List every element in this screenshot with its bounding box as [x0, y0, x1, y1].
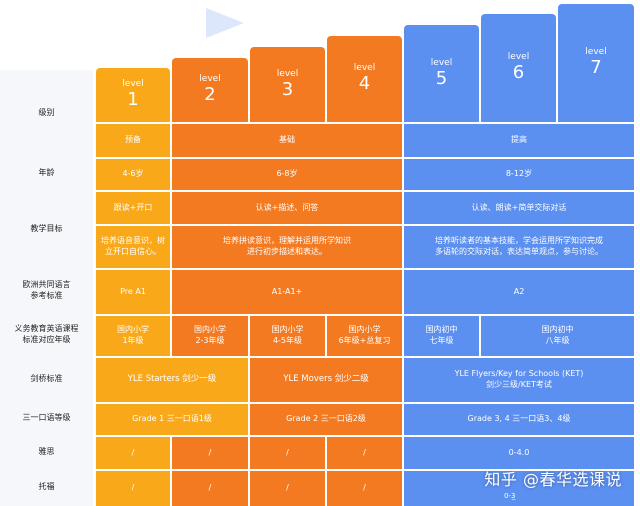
toefl-level-2: /: [172, 471, 248, 506]
curriculum-level-1: 国内小学 1年级: [96, 316, 170, 356]
toefl-level-1: /: [96, 471, 170, 506]
level-word: level: [199, 74, 221, 85]
row-label-toefl: 托福: [0, 469, 93, 506]
level-1-header: level 1: [96, 68, 170, 122]
curriculum-level-3: 国内小学 4-5年级: [250, 316, 325, 356]
stage-basic: 基础: [172, 124, 402, 157]
toefl-blue-value: 0-3̲: [504, 492, 516, 500]
level-word: level: [276, 68, 299, 79]
ielts-level-2: /: [172, 437, 248, 469]
age-yellow: 4-6岁: [96, 159, 170, 190]
cefr-orange: A1-A1+: [172, 270, 402, 314]
level-4-header: level 4: [327, 36, 402, 122]
curriculum-level-4: 国内小学 6年级+总复习: [327, 316, 402, 356]
level-number: 4: [358, 73, 371, 95]
level-5-header: level 5: [404, 25, 479, 122]
level-number: 3: [281, 78, 294, 100]
curriculum-level-6-7: 国内初中 八年级: [481, 316, 634, 356]
toefl-blue: [404, 471, 634, 506]
age-blue: 8-12岁: [404, 159, 634, 190]
row-label-curriculum: 义务教育英语课程 标准对应年级: [0, 314, 93, 356]
ielts-level-1: /: [96, 437, 170, 469]
level-word: level: [585, 47, 607, 58]
goal-top-blue: 认读、朗读+简单交际对话: [404, 192, 634, 224]
level-3-header: level 3: [250, 47, 325, 122]
row-label-level: 级别: [0, 70, 93, 157]
ielts-level-4: /: [327, 437, 402, 469]
trinity-yellow: Grade 1 三一口语1级: [96, 404, 248, 435]
level-word: level: [353, 63, 376, 74]
row-label-ielts: 雅思: [0, 435, 93, 469]
row-label-cambridge: 剑桥标准: [0, 356, 93, 402]
cefr-blue: A2: [404, 270, 634, 314]
cambridge-yellow: YLE Starters 剑少一级: [96, 358, 248, 402]
cambridge-orange: YLE Movers 剑少二级: [250, 358, 402, 402]
level-word: level: [122, 79, 144, 90]
stage-prep: 预备: [96, 124, 170, 157]
goal-bottom-blue: 培养听读者的基本技能，学会运用所学知识完成 多语轮的交际对话，表达简单观点，参与…: [404, 226, 634, 268]
level-6-header: level 6: [481, 14, 556, 122]
play-icon: [206, 8, 244, 38]
cambridge-blue: YLE Flyers/Key for Schools (KET) 剑少三级/KE…: [404, 358, 634, 402]
level-number: 2: [204, 84, 216, 106]
level-number: 5: [435, 67, 448, 89]
level-word: level: [507, 52, 530, 63]
row-label-cefr: 欧洲共同语言 参考标准: [0, 268, 93, 314]
toefl-level-3: /: [250, 471, 325, 506]
level-word: level: [430, 57, 453, 68]
level-number: 1: [127, 89, 139, 111]
cefr-yellow: Pre A1: [96, 270, 170, 314]
row-label-goal: 教学目标: [0, 190, 93, 268]
goal-bottom-orange: 培养拼读意识，理解并运用所学知识 进行初步描述和表达。: [172, 226, 402, 268]
level-number: 7: [590, 57, 602, 79]
trinity-orange: Grade 2 三一口语2级: [250, 404, 402, 435]
ielts-blue: 0-4.0: [404, 437, 634, 469]
stage-advanced: 提高: [404, 124, 634, 157]
row-label-trinity: 三一口语等级: [0, 402, 93, 435]
goal-top-orange: 认读+描述、问答: [172, 192, 402, 224]
ielts-level-3: /: [250, 437, 325, 469]
curriculum-level-5: 国内初中 七年级: [404, 316, 479, 356]
level-7-header: level 7: [558, 4, 634, 122]
goal-bottom-yellow: 培养语音意识，树 立开口自信心。: [96, 226, 170, 268]
row-label-age: 年龄: [0, 157, 93, 190]
watermark: 知乎 @春华选课说: [484, 470, 622, 489]
toefl-level-4: /: [327, 471, 402, 506]
age-orange: 6-8岁: [172, 159, 402, 190]
level-2-header: level 2: [172, 58, 248, 122]
level-number: 6: [512, 62, 525, 84]
curriculum-level-2: 国内小学 2-3年级: [172, 316, 248, 356]
trinity-blue: Grade 3, 4 三一口语3、4级: [404, 404, 634, 435]
goal-top-yellow: 跟读+开口: [96, 192, 170, 224]
